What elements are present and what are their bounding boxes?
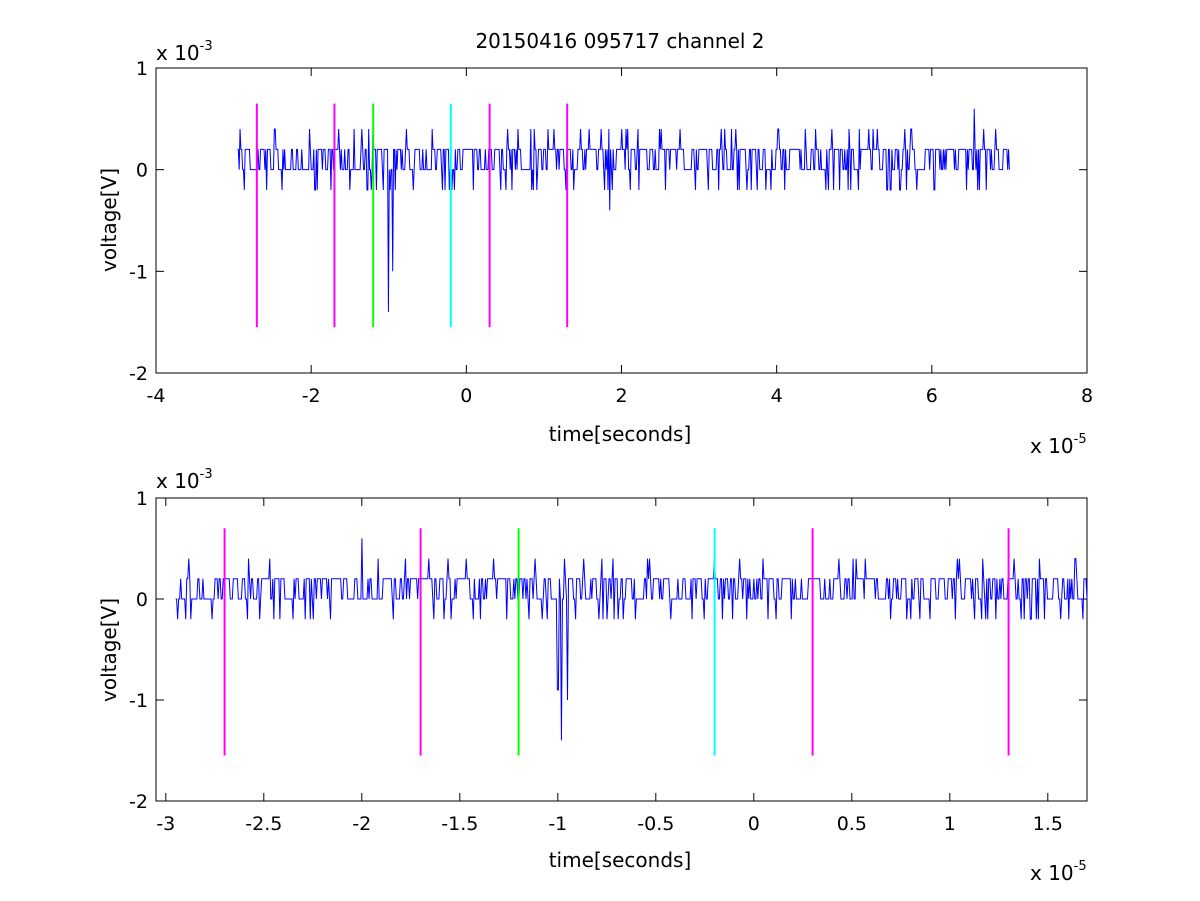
bottom-y-multiplier-exponent: -3 (200, 467, 213, 482)
bottom-x-tick-label: -0.5 (637, 813, 674, 835)
bottom-x-multiplier-exponent: -5 (1074, 859, 1087, 874)
top-y-multiplier: x 10-3 (156, 39, 213, 65)
top-x-ticks: -4 -2 0 2 4 6 8 (147, 68, 1093, 407)
bottom-marker-lines (223, 528, 1010, 756)
bottom-signal-group (175, 538, 1088, 741)
bottom-x-tick-label: -1.5 (441, 813, 478, 835)
top-x-tick-label: -4 (147, 385, 166, 407)
top-x-multiplier-exponent: -5 (1074, 432, 1087, 447)
top-y-tick-label: 0 (136, 160, 148, 182)
top-x-tick-label: 2 (615, 385, 627, 407)
top-y-tick-label: -1 (129, 261, 148, 283)
figure-title: 20150416 095717 channel 2 (475, 29, 764, 53)
top-y-axis-label: voltage[V] (97, 168, 121, 272)
top-y-multiplier-exponent: -3 (200, 39, 213, 54)
bottom-y-tick-label: 1 (136, 488, 148, 510)
top-y-multiplier-base: x 10 (156, 41, 200, 65)
top-x-tick-label: 4 (771, 385, 783, 407)
bottom-x-ticks: -3 -2.5 -2 -1.5 -1 -0.5 0 0.5 1 1.5 (156, 498, 1063, 835)
bottom-signal-line (175, 538, 1088, 741)
top-signal-group (237, 108, 1010, 313)
top-x-tick-label: 6 (926, 385, 938, 407)
top-y-tick-label: 1 (136, 58, 148, 80)
bottom-x-tick-label: 1.5 (1033, 813, 1063, 835)
bottom-x-tick-label: 0 (748, 813, 760, 835)
bottom-y-ticks: -2 -1 0 1 (129, 488, 1087, 813)
bottom-x-tick-label: -3 (156, 813, 175, 835)
top-x-tick-label: 0 (460, 385, 472, 407)
top-subplot: -4 -2 0 2 4 6 8 -2-101 time[seconds] voltage[V… (97, 39, 1093, 458)
top-marker-lines (255, 103, 569, 328)
top-y-ticks: -2 -1 0 1 (129, 58, 1087, 385)
bottom-y-multiplier-base: x 10 (156, 469, 200, 493)
bottom-x-axis-label: time[seconds] (549, 848, 692, 872)
bottom-plot-area (155, 497, 1088, 802)
bottom-subplot: -3 -2.5 -2 -1.5 -1 -0.5 0 0.5 1 1.5 -2 -1 0 1 time[s… (97, 467, 1088, 885)
top-x-tick-label: 8 (1081, 385, 1093, 407)
top-y-tick-label: -2 (129, 363, 148, 385)
bottom-y-tick-label: -1 (129, 690, 148, 712)
bottom-x-multiplier: x 10-5 (1030, 859, 1087, 885)
top-signal-line (237, 108, 1010, 313)
bottom-y-axis-label: voltage[V] (97, 598, 121, 702)
top-x-tick-label: -2 (302, 385, 321, 407)
bottom-x-tick-label: -1 (548, 813, 567, 835)
bottom-x-multiplier-base: x 10 (1030, 861, 1074, 885)
bottom-y-tick-label: 0 (136, 589, 148, 611)
bottom-x-tick-label: 0.5 (837, 813, 867, 835)
bottom-y-tick-label: -2 (129, 791, 148, 813)
top-x-multiplier-base: x 10 (1030, 434, 1074, 458)
top-x-multiplier: x 10-5 (1030, 432, 1087, 458)
top-x-axis-label: time[seconds] (549, 422, 692, 446)
bottom-x-tick-label: -2.5 (245, 813, 282, 835)
bottom-x-tick-label: -2 (352, 813, 371, 835)
bottom-x-tick-label: 1 (944, 813, 956, 835)
bottom-y-multiplier: x 10-3 (156, 467, 213, 493)
